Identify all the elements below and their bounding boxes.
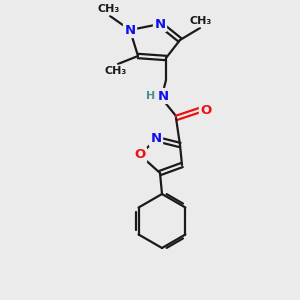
Text: N: N bbox=[150, 133, 162, 146]
Text: N: N bbox=[158, 89, 169, 103]
Text: N: N bbox=[124, 23, 136, 37]
Text: CH₃: CH₃ bbox=[105, 66, 127, 76]
Text: CH₃: CH₃ bbox=[190, 16, 212, 26]
Text: O: O bbox=[200, 103, 211, 116]
Text: O: O bbox=[134, 148, 146, 161]
Text: H: H bbox=[146, 91, 156, 101]
Text: CH₃: CH₃ bbox=[98, 4, 120, 14]
Text: N: N bbox=[154, 17, 166, 31]
